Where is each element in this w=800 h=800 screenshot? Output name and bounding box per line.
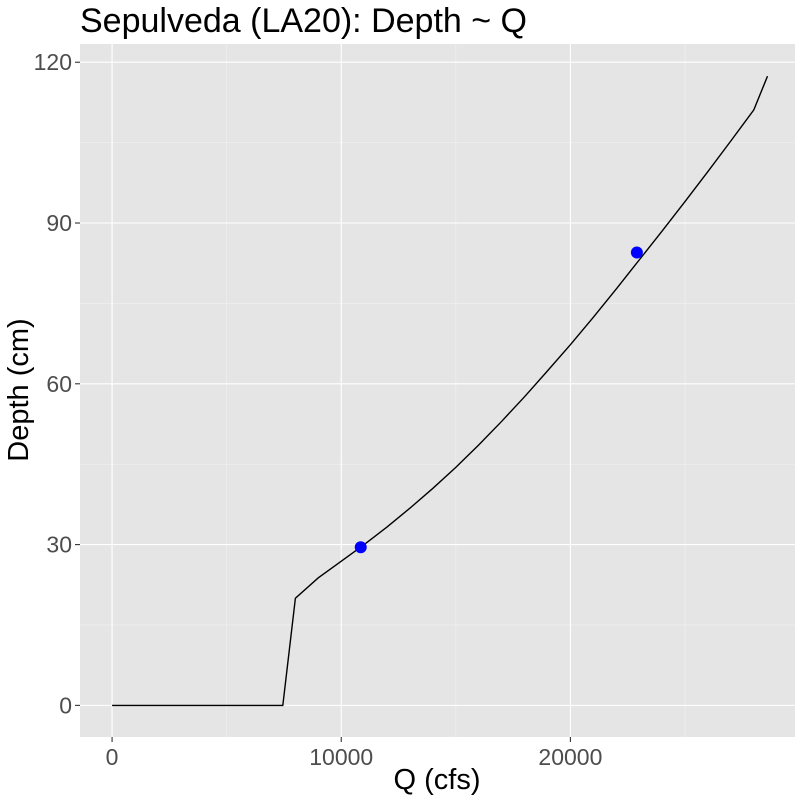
x-axis-ticks: 0 10000 20000 (106, 737, 602, 770)
plot-panel (80, 44, 795, 737)
chart-title: Sepulveda (LA20): Depth ~ Q (80, 2, 527, 40)
x-axis-title: Q (cfs) (394, 764, 481, 796)
observed-points (354, 246, 643, 554)
depth-series-line (112, 75, 769, 707)
y-tick-label: 30 (46, 532, 72, 558)
y-axis-title: Depth (cm) (3, 318, 35, 461)
x-tick-label: 0 (106, 744, 119, 770)
data-point (630, 246, 643, 259)
y-axis-ticks: 0 30 60 90 120 (34, 49, 80, 718)
data-point (354, 541, 367, 554)
y-tick-label: 60 (46, 371, 72, 397)
x-tick-label: 20000 (538, 744, 602, 770)
minor-gridlines (80, 44, 795, 737)
y-tick-label: 90 (46, 210, 72, 236)
y-tick-label: 0 (59, 692, 72, 718)
y-tick-label: 120 (34, 49, 72, 75)
x-tick-label: 10000 (309, 744, 373, 770)
